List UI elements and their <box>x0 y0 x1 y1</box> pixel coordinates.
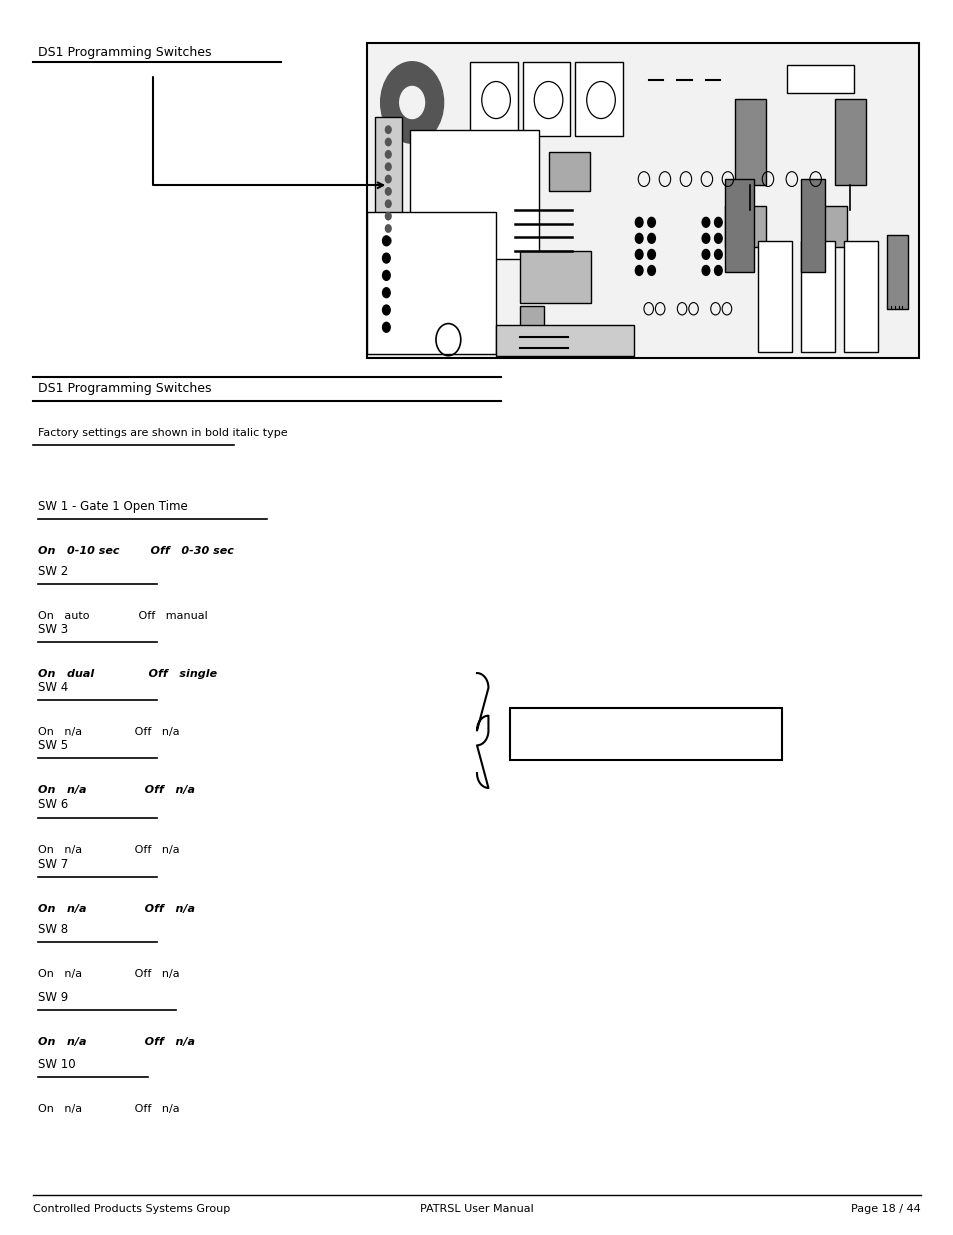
Circle shape <box>714 217 721 227</box>
FancyBboxPatch shape <box>496 325 634 356</box>
Text: SW 4: SW 4 <box>38 680 69 694</box>
Text: On   0-10 sec        Off   0-30 sec: On 0-10 sec Off 0-30 sec <box>38 546 233 556</box>
Circle shape <box>382 305 390 315</box>
Circle shape <box>701 266 709 275</box>
Circle shape <box>714 233 721 243</box>
FancyBboxPatch shape <box>519 251 591 303</box>
FancyBboxPatch shape <box>519 306 543 331</box>
Circle shape <box>714 249 721 259</box>
FancyBboxPatch shape <box>470 62 517 136</box>
FancyBboxPatch shape <box>522 62 570 136</box>
Circle shape <box>647 266 655 275</box>
FancyBboxPatch shape <box>410 130 538 259</box>
Circle shape <box>701 217 709 227</box>
Circle shape <box>382 288 390 298</box>
Circle shape <box>385 237 391 245</box>
Text: On   n/a               Off   n/a: On n/a Off n/a <box>38 845 179 855</box>
Text: DS1 Programming Switches: DS1 Programming Switches <box>38 46 212 59</box>
Text: On   n/a               Off   n/a: On n/a Off n/a <box>38 727 179 737</box>
Circle shape <box>399 86 424 119</box>
Circle shape <box>385 163 391 170</box>
Circle shape <box>701 249 709 259</box>
Circle shape <box>385 200 391 207</box>
Circle shape <box>385 175 391 183</box>
Circle shape <box>635 217 642 227</box>
Text: Factory settings are shown in bold italic type: Factory settings are shown in bold itali… <box>38 429 288 438</box>
Text: Both must be on for dual gate operation: Both must be on for dual gate operation <box>540 729 751 739</box>
Text: SW 8: SW 8 <box>38 923 69 936</box>
FancyBboxPatch shape <box>734 99 765 185</box>
Circle shape <box>385 126 391 133</box>
Circle shape <box>647 217 655 227</box>
Text: SW 7: SW 7 <box>38 857 69 871</box>
Circle shape <box>385 151 391 158</box>
Text: On   n/a               Off   n/a: On n/a Off n/a <box>38 1104 179 1114</box>
FancyBboxPatch shape <box>843 241 877 352</box>
FancyBboxPatch shape <box>834 99 865 185</box>
Text: SW 5: SW 5 <box>38 739 69 752</box>
Text: SW 1 - Gate 1 Open Time: SW 1 - Gate 1 Open Time <box>38 499 188 513</box>
Circle shape <box>647 249 655 259</box>
FancyBboxPatch shape <box>886 235 907 309</box>
Text: SW 10: SW 10 <box>38 1057 75 1071</box>
FancyBboxPatch shape <box>724 179 753 272</box>
Circle shape <box>635 266 642 275</box>
FancyBboxPatch shape <box>801 241 834 352</box>
Text: SW 3: SW 3 <box>38 622 69 636</box>
FancyBboxPatch shape <box>724 206 765 247</box>
Text: On   auto              Off   manual: On auto Off manual <box>38 611 208 621</box>
Text: On   dual              Off   single: On dual Off single <box>38 669 217 679</box>
Circle shape <box>382 270 390 280</box>
Circle shape <box>701 233 709 243</box>
Circle shape <box>382 253 390 263</box>
Text: SW 2: SW 2 <box>38 564 69 578</box>
Circle shape <box>647 233 655 243</box>
Text: On   n/a               Off   n/a: On n/a Off n/a <box>38 969 179 979</box>
Circle shape <box>382 236 390 246</box>
FancyBboxPatch shape <box>510 708 781 760</box>
FancyBboxPatch shape <box>758 241 791 352</box>
Text: On   n/a               Off   n/a: On n/a Off n/a <box>38 1037 195 1047</box>
Text: PATRSL User Manual: PATRSL User Manual <box>419 1204 534 1214</box>
Circle shape <box>635 249 642 259</box>
Text: On   n/a               Off   n/a: On n/a Off n/a <box>38 904 195 914</box>
FancyBboxPatch shape <box>367 212 496 354</box>
FancyBboxPatch shape <box>548 152 589 191</box>
Circle shape <box>385 138 391 146</box>
FancyBboxPatch shape <box>375 117 401 247</box>
Text: SW 9: SW 9 <box>38 990 69 1004</box>
FancyBboxPatch shape <box>786 65 853 93</box>
Circle shape <box>385 212 391 220</box>
Circle shape <box>714 266 721 275</box>
FancyBboxPatch shape <box>805 206 846 247</box>
Circle shape <box>385 188 391 195</box>
Text: On   n/a               Off   n/a: On n/a Off n/a <box>38 785 195 795</box>
Circle shape <box>380 62 443 143</box>
FancyBboxPatch shape <box>575 62 622 136</box>
Text: SW 6: SW 6 <box>38 798 69 811</box>
Text: Page 18 / 44: Page 18 / 44 <box>850 1204 920 1214</box>
Text: DS1 Programming Switches: DS1 Programming Switches <box>38 382 212 395</box>
Circle shape <box>635 233 642 243</box>
Circle shape <box>382 322 390 332</box>
FancyBboxPatch shape <box>367 43 918 358</box>
Text: Controlled Products Systems Group: Controlled Products Systems Group <box>33 1204 231 1214</box>
Circle shape <box>385 225 391 232</box>
FancyBboxPatch shape <box>801 179 824 272</box>
